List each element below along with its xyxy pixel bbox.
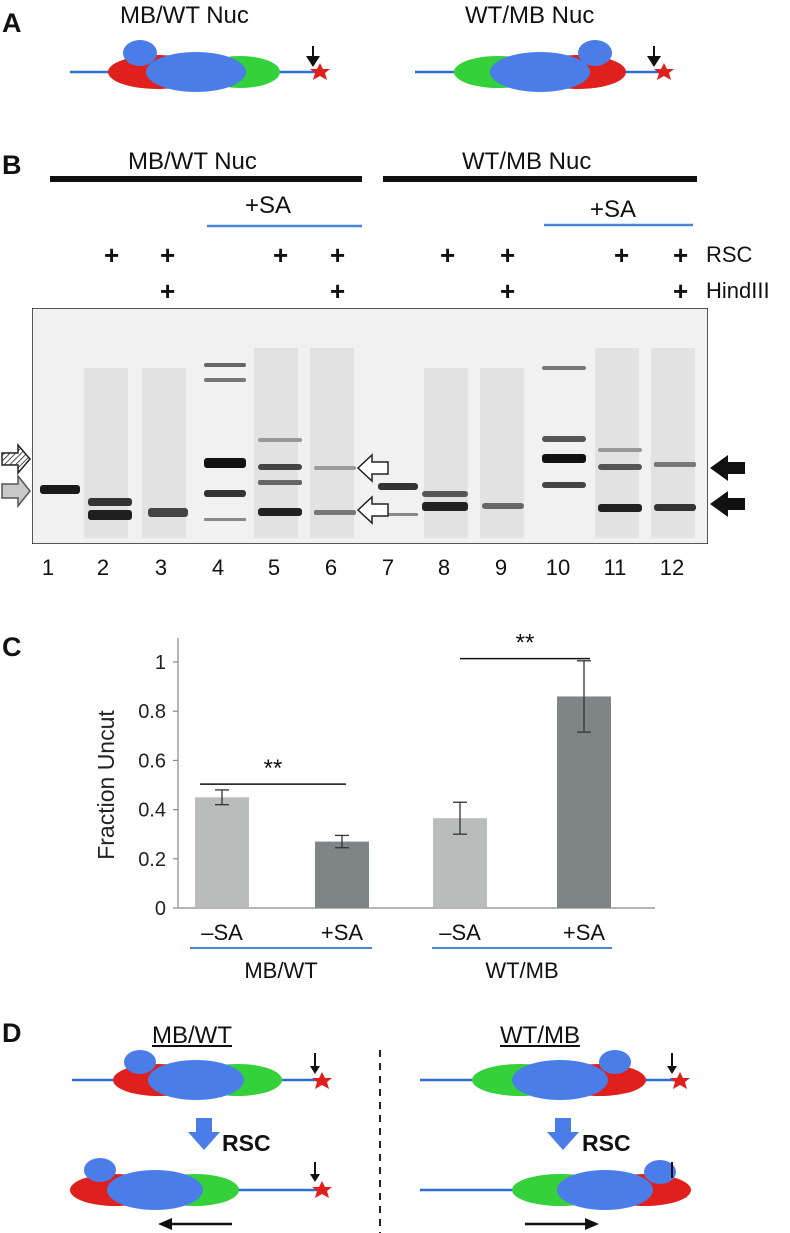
y-tick-label: 0.2 [138,849,166,871]
rsc-plus-lane5: + [273,240,289,270]
nucleosome-mbwt-d-after [70,1158,332,1210]
panel-d-letter: D [2,1018,22,1048]
lane-number-8: 8 [437,555,451,580]
category-label: –SA [439,920,481,945]
grey-arrow-left [1,473,31,509]
panel-c-letter: C [2,632,22,662]
open-arrow-upper [356,453,389,483]
rsc-plus-lane12: + [673,240,689,270]
group-label: MB/WT [244,958,317,983]
black-arrow-upper [710,455,745,481]
category-label: +SA [321,920,364,945]
nucleosome-mbwt-a [70,40,330,92]
panel-b-group-lines [50,176,697,228]
gel-image [32,308,708,544]
y-tick-label: 1 [155,652,166,674]
lane-number-12: 12 [659,555,685,580]
open-arrow-lower [356,495,389,525]
group-left-label: MB/WT Nuc [128,148,257,175]
panel-d-right-title: WT/MB [500,1022,580,1049]
panel-d-left-title: MB/WT [152,1022,232,1049]
lane-number-2: 2 [96,555,110,580]
panel-a-diagrams [70,40,674,92]
panel-a-right-title: WT/MB Nuc [465,2,595,29]
lane-number-4: 4 [211,555,225,580]
rsc-plus-lane9: + [500,240,516,270]
hatched-arrow-left [1,442,31,476]
y-tick-label: 0.6 [138,750,166,772]
black-arrow-lower [710,491,745,517]
rsc-plus-lane2: + [104,240,120,270]
rsc-arrow-right [547,1118,579,1150]
nucleosome-wtmb-d-after [420,1160,691,1210]
lane-number-11: 11 [603,555,627,580]
rsc-plus-lane8: + [440,240,456,270]
sa-label-right: +SA [590,196,637,223]
hindiii-plus-lane3: + [160,276,176,306]
panel-b-letter: B [2,150,22,180]
y-axis-label: Fraction Uncut [93,710,119,860]
rsc-arrow-left [188,1118,220,1150]
row-label-rsc: RSC [706,242,753,267]
hindiii-plus-lane6: + [330,276,346,306]
lane-number-1: 1 [41,555,55,580]
group-label: WT/MB [485,958,558,983]
category-label: –SA [201,920,243,945]
rsc-label-left: RSC [222,1130,271,1156]
rsc-label-right: RSC [582,1130,631,1156]
lane-number-10: 10 [545,555,571,580]
sa-label-left: +SA [245,192,292,219]
lane-number-9: 9 [494,555,508,580]
rsc-plus-lane11: + [614,240,630,270]
y-tick-label: 0 [155,898,166,920]
panel-a-letter: A [2,8,22,38]
nucleosome-wtmb-a [415,40,674,92]
rsc-plus-lane3: + [160,240,176,270]
row-label-hindiii: HindIII [706,278,770,303]
significance-stars: ** [264,755,283,782]
panel-d-diagrams [70,1050,691,1233]
panel-a-left-title: MB/WT Nuc [120,2,249,29]
lane-number-5: 5 [267,555,281,580]
nucleosome-mbwt-d-before [72,1050,332,1100]
y-tick-label: 0.4 [138,800,166,822]
fraction-uncut-chart: 0 0.2 0.4 0.6 0.8 1 Fraction Uncut –SA +SA –SA +SA… [93,630,655,983]
nucleosome-wtmb-d-before [420,1050,690,1100]
y-tick-label: 0.8 [138,701,166,723]
panel-b-sa-line-right [544,223,693,227]
lane-number-3: 3 [154,555,168,580]
lane-number-7: 7 [381,555,395,580]
category-label: +SA [563,920,606,945]
bar-1 [315,841,369,908]
rsc-plus-lane6: + [330,240,346,270]
bar-0 [195,797,249,908]
significance-stars: ** [516,630,535,657]
hindiii-plus-lane9: + [500,276,516,306]
group-right-label: WT/MB Nuc [462,148,592,175]
hindiii-plus-lane12: + [673,276,689,306]
lane-number-6: 6 [324,555,338,580]
gel-arrows [1,442,745,525]
